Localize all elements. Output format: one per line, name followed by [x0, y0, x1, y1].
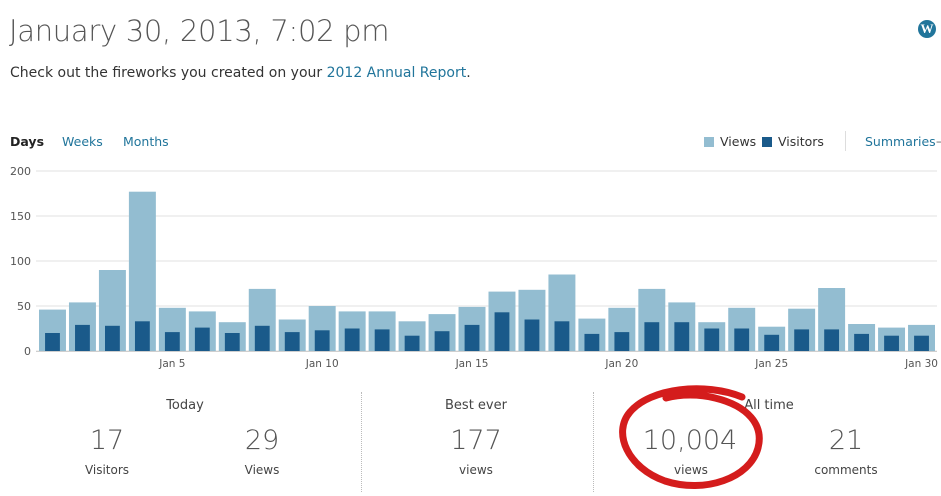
visitors-bar [45, 333, 60, 351]
stats-divider [361, 392, 362, 492]
y-tick-label: 200 [10, 165, 31, 178]
today-heading: Today [166, 398, 204, 413]
tab-days[interactable]: Days [10, 134, 45, 149]
all-time-views-label: views [674, 463, 708, 477]
y-tick-label: 100 [10, 255, 31, 268]
annual-report-message: Check out the fireworks you created on y… [10, 65, 471, 81]
all-time-heading: All time [744, 398, 794, 413]
best-ever-value: 177 [450, 425, 502, 456]
subtitle-suffix: . [466, 65, 471, 81]
visitors-bar [914, 335, 929, 351]
best-ever-heading: Best ever [445, 398, 507, 413]
x-tick-label: Jan 15 [455, 358, 489, 370]
visitors-bar [224, 333, 240, 351]
visitors-bar [194, 327, 210, 351]
visitors-bar [764, 334, 780, 351]
all-time-comments-label: comments [814, 463, 878, 477]
visitors-bar [494, 312, 510, 351]
visitors-bar [164, 332, 180, 351]
legend-visitors-label: Visitors [778, 134, 824, 149]
page-title: January 30, 2013, 7:02 pm [9, 14, 390, 48]
visitors-bar [464, 324, 480, 351]
legend-views-label: Views [720, 134, 757, 149]
visitors-bar [374, 329, 390, 351]
today-visitors-label: Visitors [84, 463, 130, 477]
visitors-bar [344, 328, 360, 351]
visitors-bar [314, 330, 330, 351]
legend-visitors: Visitors [762, 134, 824, 149]
visitors-bar [524, 319, 540, 351]
tab-months[interactable]: Months [123, 134, 169, 149]
visitors-bar [434, 331, 450, 351]
x-tick-label: Jan 10 [305, 358, 339, 370]
summaries-divider [845, 131, 846, 151]
summaries-label: Summaries [865, 134, 936, 149]
views-swatch [704, 137, 714, 147]
visitors-bar [584, 333, 600, 351]
visitors-bar [854, 333, 869, 351]
x-tick-label: Jan 30 [904, 358, 938, 370]
visitors-bar [824, 329, 840, 351]
visitors-bar [704, 328, 720, 351]
visitors-bar [554, 321, 570, 351]
tab-weeks[interactable]: Weeks [62, 134, 103, 149]
annual-report-link[interactable]: 2012 Annual Report [326, 65, 467, 81]
wordpress-logo-icon[interactable]: W [918, 20, 936, 38]
arrow-right-icon: → [935, 134, 941, 149]
summaries-link[interactable]: Summaries→ [865, 134, 941, 149]
visitors-swatch [762, 137, 772, 147]
y-tick-label: 50 [17, 300, 31, 313]
subtitle-text: Check out the fireworks you created on y… [10, 65, 327, 81]
today-visitors-value: 17 [89, 425, 125, 456]
x-tick-label: Jan 5 [158, 358, 185, 370]
visitors-bar [644, 322, 660, 351]
visitors-bar [284, 332, 300, 351]
visitors-bar [105, 325, 120, 351]
today-views-label: Views [244, 463, 280, 477]
y-tick-label: 150 [10, 210, 31, 223]
all-time-comments-value: 21 [828, 425, 864, 456]
visitors-bar [674, 322, 690, 351]
x-tick-label: Jan 20 [604, 358, 638, 370]
visitors-bar [734, 328, 750, 351]
all-time-views-value: 10,004 [642, 425, 738, 456]
today-views-value: 29 [244, 425, 280, 456]
visitors-bar [134, 321, 150, 351]
visitors-bar [254, 325, 270, 351]
legend-views: Views [704, 134, 756, 149]
views-visitors-chart: 200 150 100 50 0 Jan 5 Jan 10 Jan 15 Jan 20 Jan 2… [10, 165, 938, 370]
stats-divider [593, 392, 594, 492]
visitors-bar [404, 335, 420, 351]
visitors-bar [75, 324, 90, 351]
visitors-bar [884, 335, 899, 351]
visitors-bar [794, 329, 810, 351]
y-tick-label: 0 [24, 345, 31, 358]
x-tick-label: Jan 25 [754, 358, 788, 370]
visitors-bar [614, 332, 630, 351]
best-ever-label: views [459, 463, 493, 477]
